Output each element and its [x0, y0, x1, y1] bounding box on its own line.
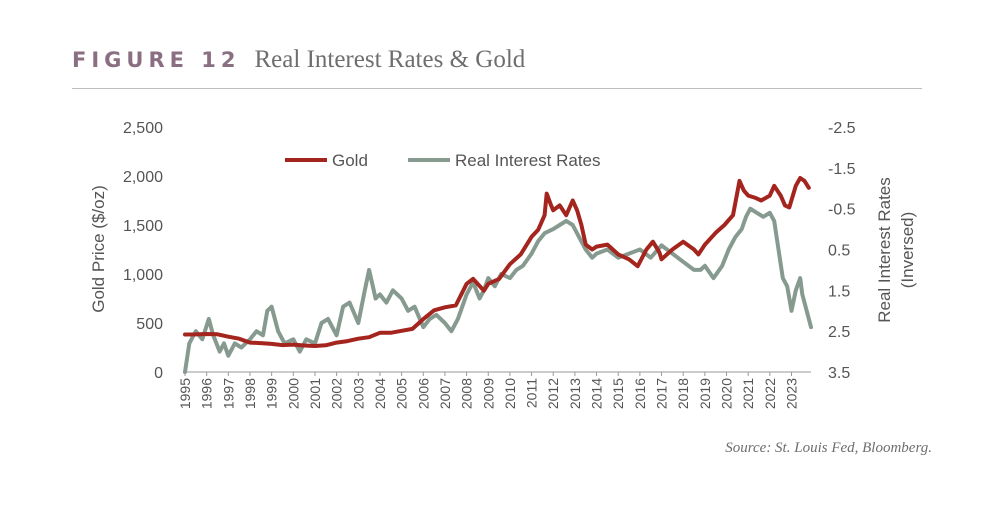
x-tick-label: 2002: [329, 378, 345, 409]
x-tick-label: 2017: [654, 378, 670, 409]
y2-tick-label: 0.5: [828, 243, 850, 260]
y2-axis-title-line2: (Inversed): [898, 212, 917, 289]
x-tick-label: 2014: [589, 378, 605, 409]
x-tick-label: 2009: [480, 378, 496, 409]
legend-real-rates-label: Real Interest Rates: [455, 151, 601, 170]
y2-tick-label: -1.5: [828, 161, 856, 178]
y-tick-label: 1,000: [123, 267, 163, 284]
x-tick-label: 2012: [545, 378, 561, 409]
y2-axis-title-line1: Real Interest Rates: [875, 177, 894, 323]
x-tick-label: 2018: [675, 378, 691, 409]
header-divider: [72, 88, 922, 89]
x-tick-label: 2001: [307, 378, 323, 409]
x-tick-label: 2005: [394, 378, 410, 409]
x-tick-label: 2015: [610, 378, 626, 409]
y-axis-title: Gold Price ($/oz): [89, 185, 108, 313]
y-tick-label: 500: [136, 316, 163, 333]
x-tick-label: 2010: [502, 378, 518, 409]
figure-header: FIGURE 12 Real Interest Rates & Gold: [72, 46, 525, 74]
real-rates-series-line: [183, 206, 813, 374]
x-tick-label: 2011: [524, 378, 540, 408]
x-tick-label: 2013: [567, 378, 583, 409]
y-tick-label: 2,500: [123, 120, 163, 137]
x-tick-label: 1995: [177, 378, 193, 409]
y2-tick-label: 2.5: [828, 324, 850, 341]
x-tick-label: 2000: [285, 378, 301, 409]
x-tick-label: 1998: [242, 378, 258, 409]
y2-tick-label: -2.5: [828, 120, 856, 137]
legend-gold-label: Gold: [332, 151, 368, 170]
source-note: Source: St. Louis Fed, Bloomberg.: [725, 440, 932, 456]
gold-series-line: [183, 176, 811, 348]
x-tick-label: 2008: [459, 378, 475, 409]
figure-label: FIGURE 12: [72, 48, 241, 72]
y-tick-label: 0: [154, 365, 163, 382]
x-tick-label: 1997: [220, 378, 236, 409]
y2-tick-label: -0.5: [828, 202, 856, 219]
y-tick-label: 2,000: [123, 169, 163, 186]
x-tick-label: 2007: [437, 378, 453, 409]
x-tick-label: 2020: [719, 378, 735, 409]
x-tick-label: 2021: [740, 378, 756, 409]
x-tick-label: 2019: [697, 378, 713, 409]
x-tick-label: 2016: [632, 378, 648, 409]
y2-tick-label: 3.5: [828, 365, 850, 382]
y-tick-label: 1,500: [123, 218, 163, 235]
x-tick-label: 2022: [762, 378, 778, 409]
x-tick-label: 1996: [199, 378, 215, 409]
y2-tick-label: 1.5: [828, 283, 850, 300]
x-tick-label: 2003: [350, 378, 366, 409]
figure-title: Real Interest Rates & Gold: [254, 46, 526, 73]
x-tick-label: 2004: [372, 378, 388, 409]
x-tick-label: 2023: [784, 378, 800, 409]
x-tick-label: 2006: [415, 378, 431, 409]
x-tick-label: 1999: [264, 378, 280, 409]
